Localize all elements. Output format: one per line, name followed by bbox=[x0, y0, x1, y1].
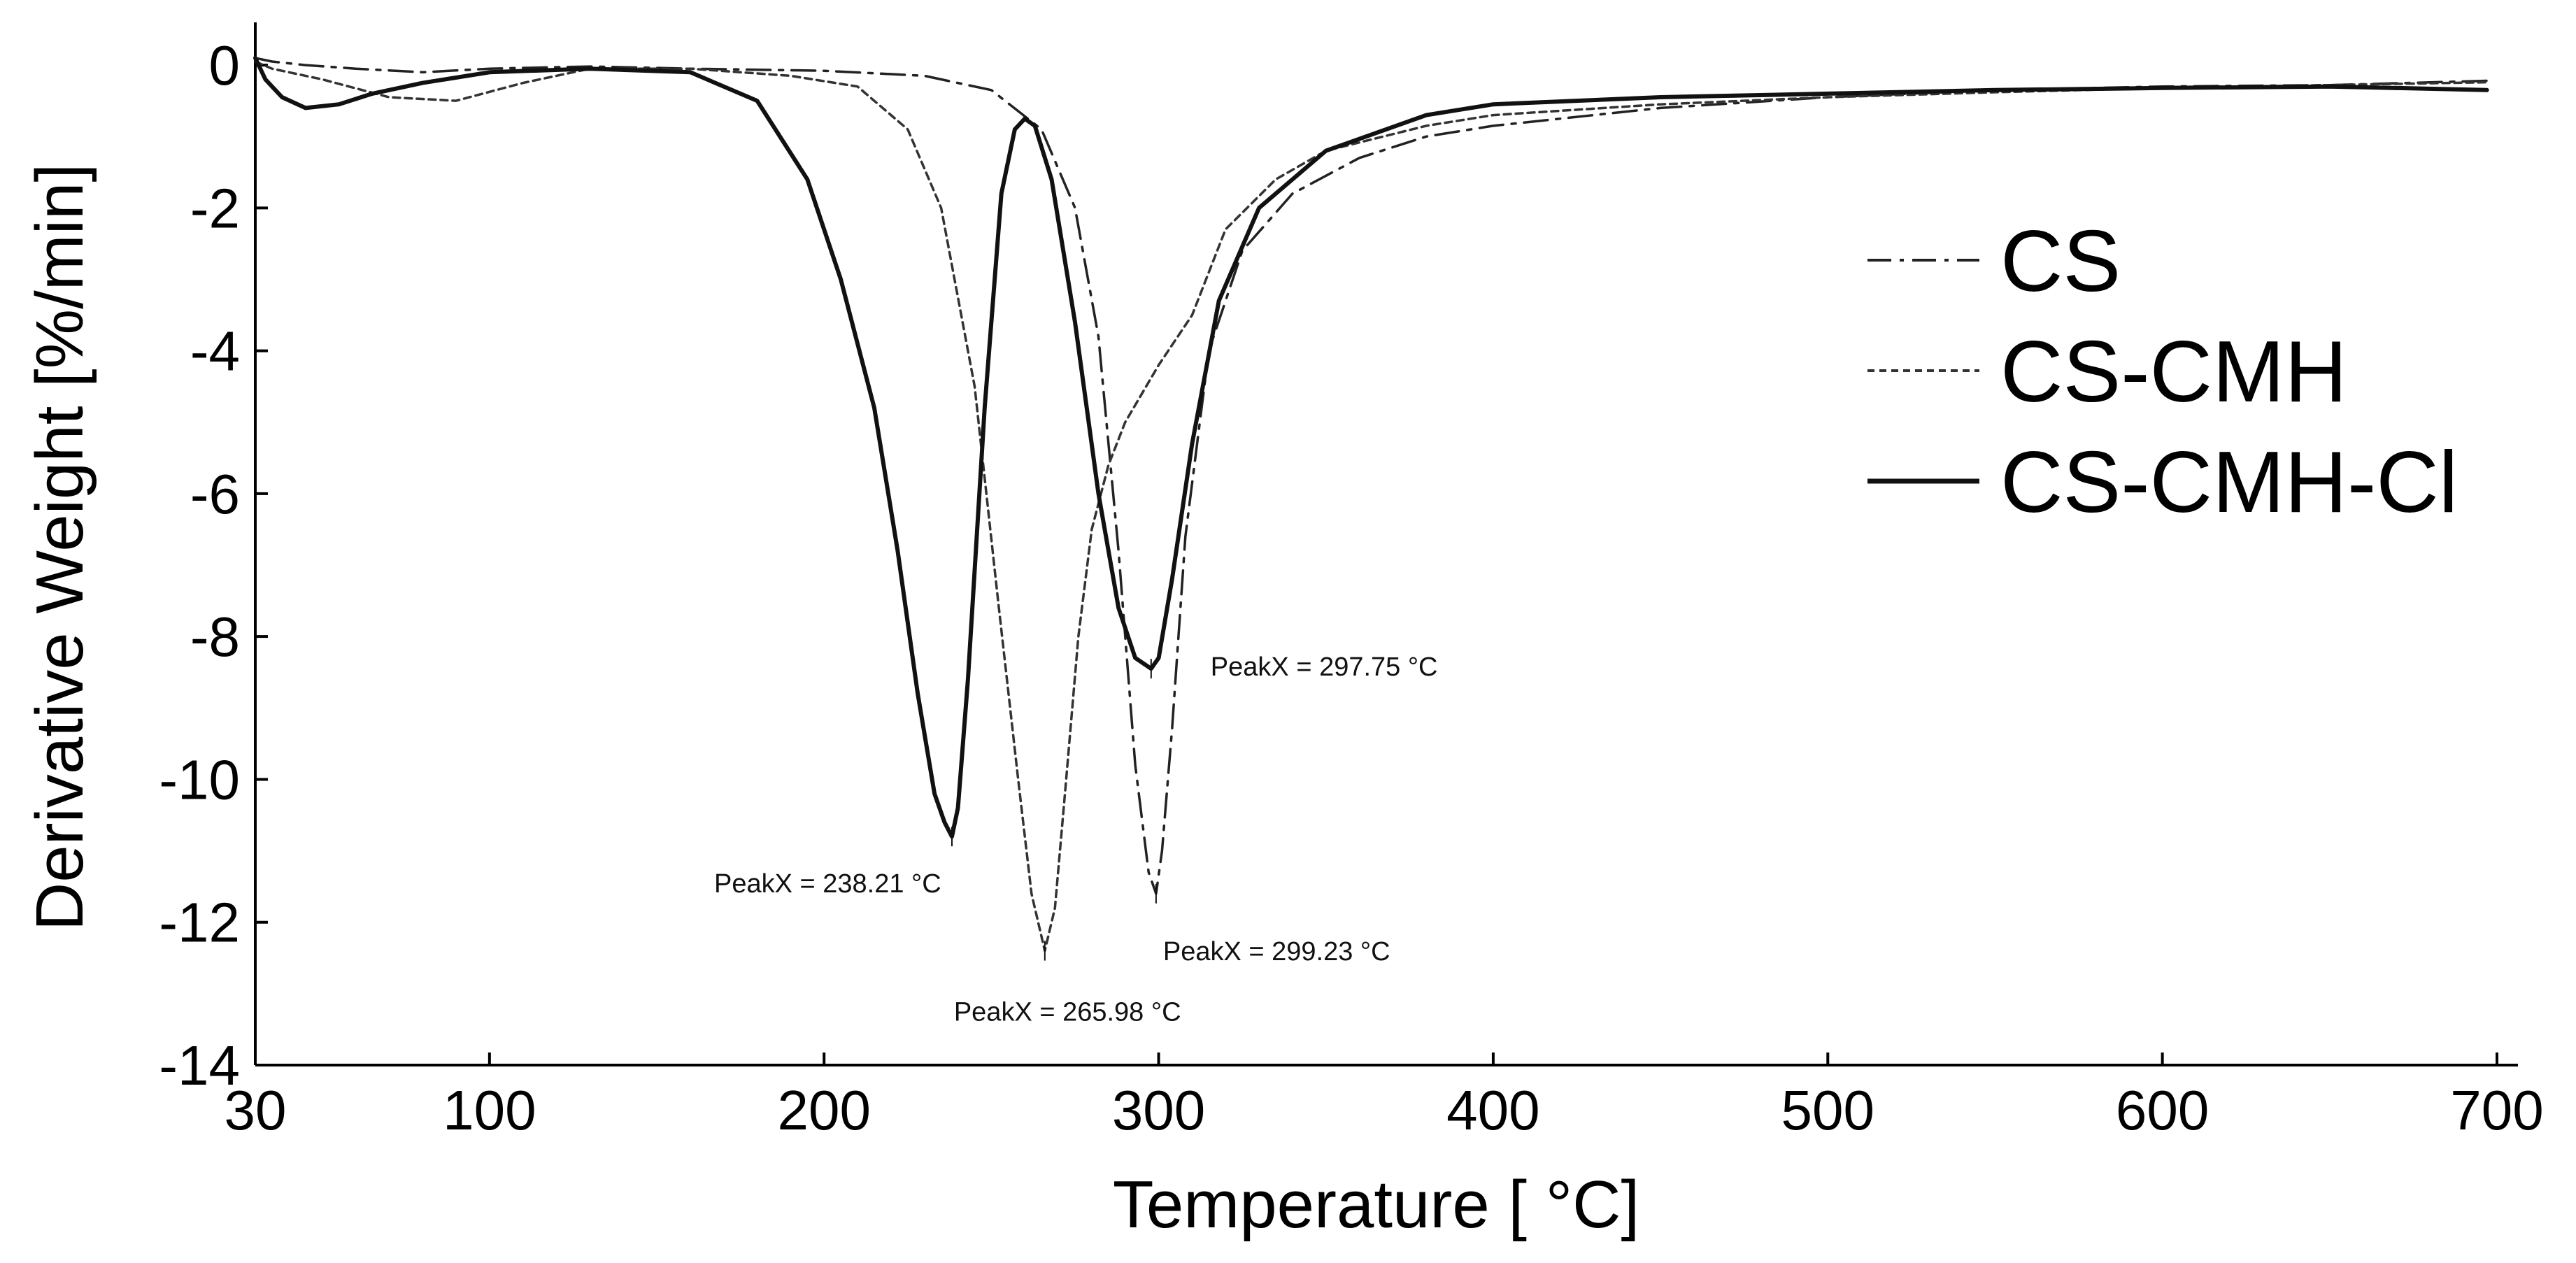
y-tick-label: -14 bbox=[159, 1034, 240, 1097]
x-tick-label: 400 bbox=[1446, 1079, 1539, 1141]
x-tick-label: 30 bbox=[225, 1079, 287, 1141]
x-axis-title: Temperature [ °C] bbox=[1113, 1167, 1639, 1242]
x-tick-label: 100 bbox=[443, 1079, 536, 1141]
series-layer bbox=[253, 55, 2489, 952]
peak-annotation: PeakX = 299.23 °C bbox=[1163, 937, 1390, 966]
peak-annotation: PeakX = 297.75 °C bbox=[1211, 652, 1438, 682]
y-tick-label: -12 bbox=[159, 892, 240, 954]
y-tick-label: -6 bbox=[190, 463, 240, 525]
legend-label: CS-CMH bbox=[2000, 324, 2347, 420]
x-tick-label: 600 bbox=[2116, 1079, 2209, 1141]
y-tick-label: -10 bbox=[159, 748, 240, 811]
legend-label: CS-CMH-Cl bbox=[2000, 434, 2458, 531]
x-tick-label: 300 bbox=[1112, 1079, 1205, 1141]
y-tick-label: 0 bbox=[209, 34, 241, 97]
y-tick-label: -8 bbox=[190, 606, 240, 668]
legend-label: CS bbox=[2000, 213, 2121, 310]
peak-annotation: PeakX = 238.21 °C bbox=[714, 869, 941, 899]
x-tick-label: 200 bbox=[777, 1079, 870, 1141]
legend: CS CS-CMH CS-CMH-Cl bbox=[1867, 213, 2458, 531]
axes: 30 100 200 300 400 500 600 700 0 -2 -4 -6 -8 -10 -12 -1… bbox=[159, 22, 2544, 1141]
x-tick-label: 500 bbox=[1781, 1079, 1874, 1141]
y-tick-label: -2 bbox=[190, 177, 240, 239]
series-line-cs bbox=[254, 57, 2489, 895]
y-tick-label: -4 bbox=[190, 320, 240, 383]
x-tick-label: 700 bbox=[2450, 1079, 2543, 1141]
y-axis-title: Derivative Weight [%/min] bbox=[22, 164, 97, 931]
annotations: PeakX = 238.21 °C PeakX = 265.98 °C PeakX … bbox=[714, 652, 1438, 1027]
series-line-cs-cmh-cl bbox=[253, 55, 2489, 839]
peak-annotation: PeakX = 265.98 °C bbox=[954, 998, 1181, 1027]
